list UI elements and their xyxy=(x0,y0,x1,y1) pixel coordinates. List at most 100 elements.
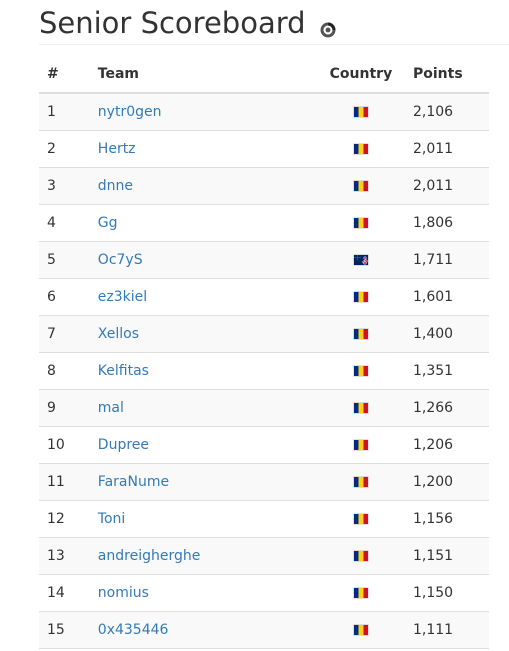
country-cell xyxy=(316,315,405,353)
team-link[interactable]: nomius xyxy=(97,585,149,601)
team-cell: andreigherghe xyxy=(89,537,317,575)
team-cell: Dupree xyxy=(89,426,317,464)
team-link[interactable]: Dupree xyxy=(97,437,150,453)
team-link[interactable]: dnne xyxy=(97,178,134,194)
team-cell: Gg xyxy=(89,204,317,242)
country-cell xyxy=(316,352,405,390)
points-cell: 2,011 xyxy=(404,167,489,205)
rank-cell: 12 xyxy=(39,500,90,538)
rank-cell: 5 xyxy=(39,241,90,279)
rank-cell: 9 xyxy=(39,389,90,427)
rank-cell: 15 xyxy=(39,611,90,649)
table-row: 11 FaraNume 1,200 xyxy=(39,463,489,501)
country-cell xyxy=(316,463,405,501)
team-cell: Hertz xyxy=(89,130,317,168)
country-cell xyxy=(316,426,405,464)
team-cell: Toni xyxy=(89,500,317,538)
team-link[interactable]: ez3kiel xyxy=(97,289,148,305)
new-zealand-flag-icon xyxy=(353,255,368,265)
points-cell: 1,150 xyxy=(404,574,489,612)
points-cell: 1,601 xyxy=(404,278,489,316)
scoreboard-body: 1 nytr0gen 2,106 2 Hertz 2,011 3 dnne 2,011 4 Gg 1,… xyxy=(39,92,489,649)
points-cell: 1,156 xyxy=(404,500,489,538)
table-header-row: # Team Country Points xyxy=(39,56,489,94)
country-cell xyxy=(316,389,405,427)
country-cell xyxy=(316,574,405,612)
table-row: 9 mal 1,266 xyxy=(39,389,489,427)
team-cell: mal xyxy=(89,389,317,427)
rank-cell: 14 xyxy=(39,574,90,612)
rank-cell: 3 xyxy=(39,167,90,205)
team-cell: nomius xyxy=(89,574,317,612)
team-link[interactable]: Hertz xyxy=(97,141,136,157)
points-cell: 1,351 xyxy=(404,352,489,390)
romania-flag-icon xyxy=(353,514,368,524)
romania-flag-icon xyxy=(353,218,368,228)
team-cell: nytr0gen xyxy=(89,92,317,131)
team-link[interactable]: nytr0gen xyxy=(97,104,162,120)
rank-column-header: # xyxy=(39,56,90,94)
team-cell: Kelfitas xyxy=(89,352,317,390)
rank-cell: 11 xyxy=(39,463,90,501)
romania-flag-icon xyxy=(353,181,368,191)
table-row: 6 ez3kiel 1,601 xyxy=(39,278,489,316)
team-cell: dnne xyxy=(89,167,317,205)
rank-cell: 10 xyxy=(39,426,90,464)
team-link[interactable]: Toni xyxy=(97,511,126,527)
table-row: 15 0x435446 1,111 xyxy=(39,611,489,649)
points-cell: 2,106 xyxy=(404,92,489,131)
points-cell: 1,400 xyxy=(404,315,489,353)
country-cell xyxy=(316,204,405,242)
page-header: Senior Scoreboard xyxy=(39,4,509,45)
table-row: 8 Kelfitas 1,351 xyxy=(39,352,489,390)
rank-cell: 2 xyxy=(39,130,90,168)
team-link[interactable]: Oc7yS xyxy=(97,252,143,268)
romania-flag-icon xyxy=(353,440,368,450)
team-cell: Oc7yS xyxy=(89,241,317,279)
country-column-header: Country xyxy=(316,56,405,94)
country-cell xyxy=(316,537,405,575)
points-cell: 1,806 xyxy=(404,204,489,242)
country-cell xyxy=(316,130,405,168)
table-row: 2 Hertz 2,011 xyxy=(39,130,489,168)
romania-flag-icon xyxy=(353,366,368,376)
points-cell: 1,711 xyxy=(404,241,489,279)
romania-flag-icon xyxy=(353,329,368,339)
team-link[interactable]: andreigherghe xyxy=(97,548,201,564)
team-column-header: Team xyxy=(89,56,317,94)
romania-flag-icon xyxy=(353,588,368,598)
romania-flag-icon xyxy=(353,477,368,487)
country-cell xyxy=(316,278,405,316)
romania-flag-icon xyxy=(353,403,368,413)
country-cell xyxy=(316,167,405,205)
romania-flag-icon xyxy=(353,625,368,635)
table-row: 10 Dupree 1,206 xyxy=(39,426,489,464)
team-cell: ez3kiel xyxy=(89,278,317,316)
team-link[interactable]: Xellos xyxy=(97,326,140,342)
team-cell: FaraNume xyxy=(89,463,317,501)
table-row: 12 Toni 1,156 xyxy=(39,500,489,538)
page-title: Senior Scoreboard xyxy=(39,6,306,40)
points-cell: 1,151 xyxy=(404,537,489,575)
country-cell xyxy=(316,92,405,131)
team-link[interactable]: mal xyxy=(97,400,124,416)
romania-flag-icon xyxy=(353,551,368,561)
romania-flag-icon xyxy=(353,144,368,154)
team-link[interactable]: 0x435446 xyxy=(97,622,169,638)
rank-cell: 8 xyxy=(39,352,90,390)
team-link[interactable]: Gg xyxy=(97,215,118,231)
team-cell: 0x435446 xyxy=(89,611,317,649)
table-row: 4 Gg 1,806 xyxy=(39,204,489,242)
country-cell xyxy=(316,611,405,649)
loading-spinner-icon xyxy=(320,22,336,38)
team-link[interactable]: Kelfitas xyxy=(97,363,149,379)
points-column-header: Points xyxy=(404,56,489,94)
points-cell: 1,206 xyxy=(404,426,489,464)
table-row: 14 nomius 1,150 xyxy=(39,574,489,612)
points-cell: 1,111 xyxy=(404,611,489,649)
table-row: 13 andreigherghe 1,151 xyxy=(39,537,489,575)
table-row: 5 Oc7yS 1,711 xyxy=(39,241,489,279)
team-link[interactable]: FaraNume xyxy=(97,474,170,490)
romania-flag-icon xyxy=(353,107,368,117)
romania-flag-icon xyxy=(353,292,368,302)
